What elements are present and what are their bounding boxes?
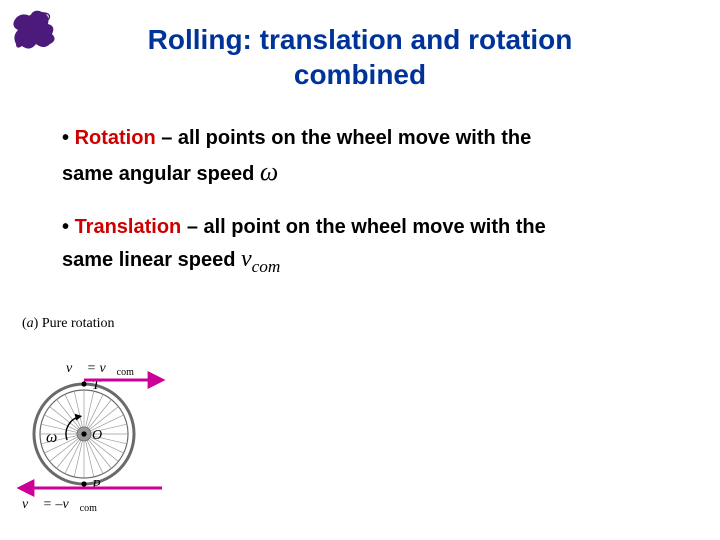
svg-text:v⃗ = v⃗com: v⃗ = v⃗com: [66, 361, 134, 378]
figure-caption: (a) Pure rotation: [16, 316, 196, 332]
bullet-rest2: same angular speed: [62, 163, 260, 185]
wheel-diagram: TOPωv⃗ = v⃗comv⃗ = –v⃗com: [16, 338, 196, 524]
bullet-rest1: – all point on the wheel move with the: [181, 216, 545, 238]
bullet-keyword: Translation: [75, 216, 182, 238]
bullet-translation: • Translation – all point on the wheel m…: [62, 213, 662, 279]
bullet-lead: •: [62, 216, 75, 238]
omega-symbol: ω: [260, 157, 278, 186]
page-title: Rolling: translation and rotation combin…: [0, 22, 720, 92]
bullet-rest1: – all points on the wheel move with the: [156, 127, 532, 149]
title-line1: Rolling: translation and rotation: [148, 24, 573, 55]
bullet-lead: •: [62, 127, 75, 149]
svg-text:v⃗ = –v⃗com: v⃗ = –v⃗com: [22, 497, 97, 514]
svg-text:P: P: [91, 478, 101, 493]
body: • Rotation – all points on the wheel mov…: [62, 124, 662, 301]
bullet-rotation: • Rotation – all points on the wheel mov…: [62, 124, 662, 191]
figure-pure-rotation: (a) Pure rotation TOPωv⃗ = v⃗comv⃗ = –v⃗…: [16, 316, 196, 529]
title-line2: combined: [294, 59, 426, 90]
bullet-rest2: same linear speed: [62, 249, 241, 271]
svg-text:O: O: [92, 428, 102, 443]
bullet-keyword: Rotation: [75, 127, 156, 149]
svg-text:ω: ω: [46, 429, 57, 446]
vcom-symbol: vcom: [241, 246, 280, 272]
